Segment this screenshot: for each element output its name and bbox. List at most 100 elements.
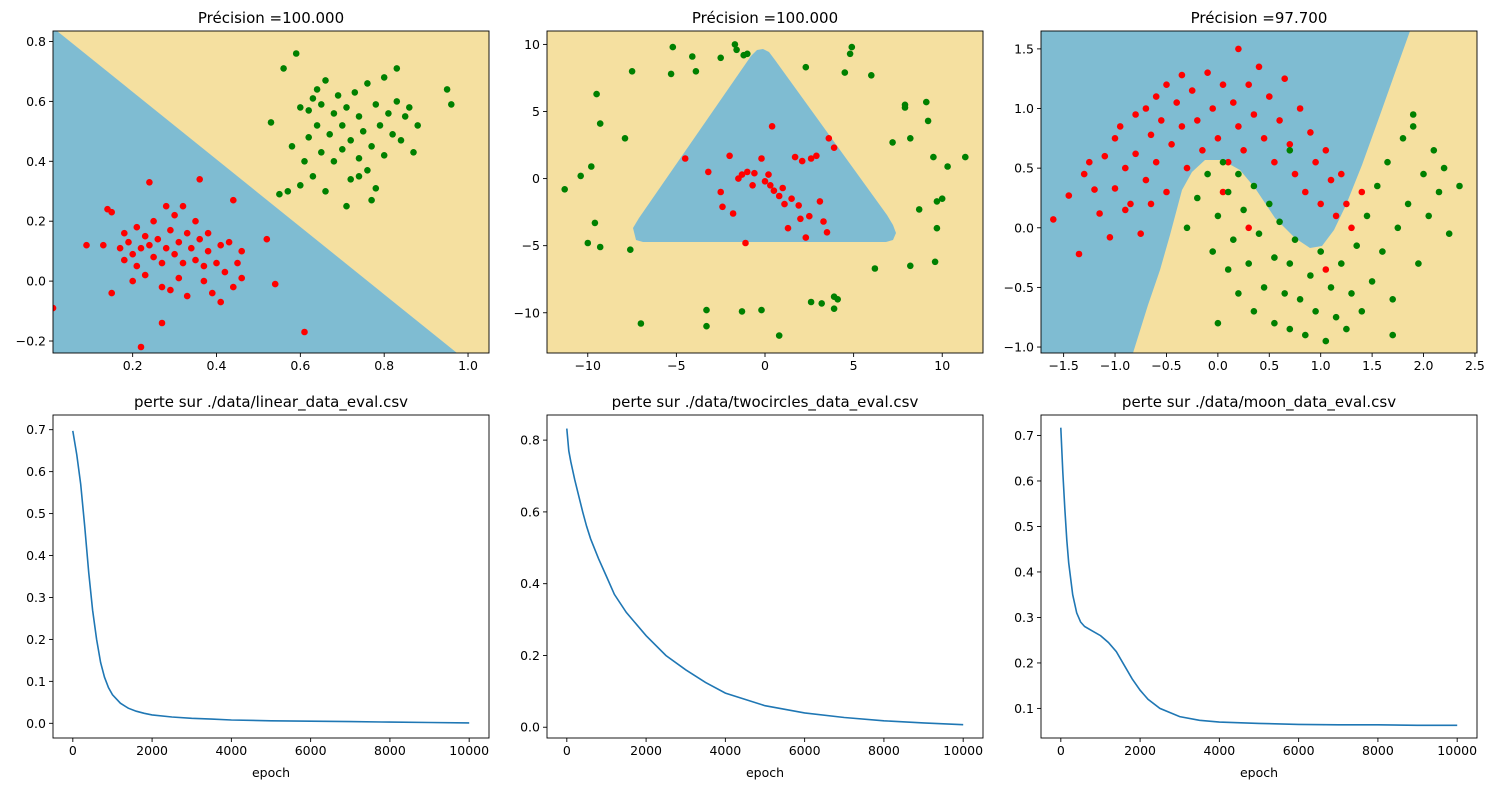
data-point-red (158, 283, 166, 291)
plot-background (547, 415, 983, 738)
data-point-green (802, 63, 810, 71)
data-point-red (121, 256, 128, 264)
x-tick-label: 0 (761, 358, 769, 373)
data-point-green (637, 320, 645, 327)
data-point-red (816, 198, 824, 205)
y-tick-label: 0.0 (26, 716, 46, 731)
data-point-red (1209, 105, 1216, 112)
data-point-red (133, 223, 141, 231)
data-point-green (1286, 147, 1294, 154)
data-point-green (758, 306, 765, 314)
data-point-green (1389, 331, 1396, 339)
data-point-red (1096, 210, 1103, 217)
data-point-green (1358, 308, 1366, 315)
x-tick-label: 10000 (1437, 743, 1477, 758)
data-point-green (309, 173, 317, 180)
data-point-green (933, 198, 941, 205)
y-tick-label: −10 (514, 305, 540, 320)
plot-area (1041, 415, 1477, 738)
data-point-green (1281, 290, 1288, 297)
data-point-red (1199, 147, 1206, 154)
data-point-red (1327, 176, 1335, 184)
data-point-red (705, 168, 712, 176)
data-point-green (1322, 337, 1330, 345)
data-point-green (330, 110, 338, 117)
chart-title: Précision =100.000 (198, 9, 344, 27)
data-point-green (1327, 284, 1335, 291)
x-tick-label: 10 (934, 358, 950, 373)
decision-region-class-a (1041, 31, 1410, 353)
data-point-green (1409, 111, 1417, 118)
data-point-green (1404, 200, 1412, 208)
data-point-red (1147, 131, 1155, 139)
data-point-red (719, 203, 726, 211)
data-point-green (372, 101, 380, 108)
data-point-green (1435, 188, 1443, 196)
data-point-red (1296, 105, 1304, 112)
data-point-green (385, 110, 392, 117)
data-point-red (1147, 200, 1155, 208)
data-point-red (1178, 123, 1186, 130)
data-point-red (225, 238, 233, 246)
x-tick-label: −10 (575, 358, 601, 373)
data-point-red (1358, 188, 1366, 196)
data-point-green (962, 153, 969, 161)
data-point-red (1271, 158, 1278, 166)
subplot-3: −1.5 −1.0 −0.5 0.0 0.5 1.0 1.5 2.0 2.5 −1.0 −0.5 0.… (1004, 9, 1485, 373)
data-point-red (167, 226, 174, 234)
data-point-green (1235, 170, 1242, 178)
data-point-green (397, 137, 405, 144)
data-point-red (775, 192, 783, 200)
data-point-green (596, 120, 604, 127)
data-point-green (380, 74, 388, 81)
x-axis-label: epoch (746, 765, 784, 780)
data-point-red (171, 250, 178, 258)
data-point-red (217, 241, 224, 249)
data-point-green (1183, 224, 1191, 232)
y-tick-label: 0.8 (520, 433, 540, 448)
data-point-green (1271, 254, 1278, 261)
data-point-green (596, 243, 604, 251)
data-point-green (1363, 212, 1371, 220)
y-tick-label: 0.6 (520, 504, 540, 519)
data-point-green (284, 188, 292, 195)
data-point-green (1445, 230, 1453, 237)
data-point-red (807, 155, 815, 162)
data-point-green (1430, 147, 1438, 154)
x-tick-label: −5 (667, 358, 685, 373)
data-point-red (729, 210, 737, 217)
data-point-green (389, 131, 396, 138)
data-point-red (179, 259, 187, 267)
y-tick-label: 0.5 (1014, 161, 1034, 176)
data-point-green (276, 190, 283, 198)
y-tick-label: 0.2 (1014, 655, 1034, 670)
data-point-red (209, 289, 216, 297)
data-point-green (1415, 260, 1422, 267)
data-point-green (326, 131, 334, 138)
chart-title: perte sur ./data/moon_data_eval.csv (1122, 393, 1396, 412)
data-point-red (1214, 135, 1222, 142)
data-point-red (1142, 105, 1150, 112)
data-point-green (830, 293, 838, 301)
data-point-red (806, 212, 813, 220)
data-point-red (735, 175, 742, 182)
data-point-green (621, 135, 629, 142)
data-point-green (339, 146, 346, 153)
data-point-green (901, 101, 909, 109)
data-point-green (775, 332, 783, 339)
data-point-red (230, 283, 237, 291)
data-point-red (1276, 117, 1283, 124)
data-point-green (933, 224, 941, 232)
x-tick-label: 8000 (868, 743, 900, 758)
data-point-red (1116, 123, 1124, 130)
data-point-red (1075, 250, 1083, 258)
axes-frame (546, 414, 984, 739)
data-point-red (1158, 117, 1165, 124)
data-point-green (1224, 188, 1232, 196)
data-point-red (150, 253, 157, 261)
data-point-red (200, 277, 208, 285)
data-point-red (171, 211, 178, 219)
data-point-red (150, 217, 157, 225)
data-point-red (825, 135, 833, 142)
x-tick-label: 2000 (136, 743, 168, 758)
